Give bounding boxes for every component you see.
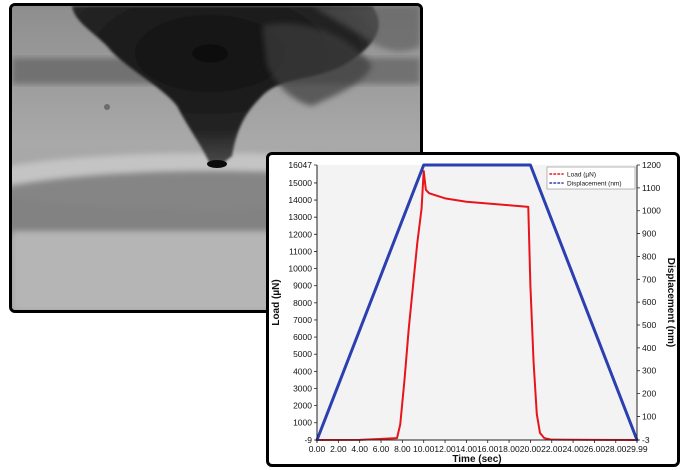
plot-area bbox=[317, 165, 637, 440]
y-right-tick-label: 400 bbox=[642, 343, 656, 353]
y-left-tick-label: 4000 bbox=[293, 366, 312, 376]
y-left-tick-label: 8000 bbox=[293, 298, 312, 308]
x-tick-label: 8.00 bbox=[394, 444, 411, 454]
y-right-tick-label: -3 bbox=[642, 435, 650, 445]
x-tick-label: 28.00 bbox=[605, 444, 627, 454]
x-tick-label: 22.00 bbox=[541, 444, 563, 454]
y-left-tick-label: 6000 bbox=[293, 332, 312, 342]
chart-svg: 0.00 2.00 4.00 6.00 8.00 10.00 12.00 14.00 16.00… bbox=[271, 160, 676, 464]
x-tick-label: 12.00 bbox=[434, 444, 456, 454]
y-left-tick-label: 15000 bbox=[288, 178, 312, 188]
y-right-tick-label: 700 bbox=[642, 274, 656, 284]
y-left-tick-label: 12000 bbox=[288, 229, 312, 239]
y-right-tick-label: 100 bbox=[642, 411, 656, 421]
y-right-tick-label: 200 bbox=[642, 389, 656, 399]
x-tick-label: 10.00 bbox=[413, 444, 435, 454]
chart-legend: Load (µN) Displacement (nm) bbox=[546, 166, 636, 190]
x-tick-label: 26.00 bbox=[584, 444, 606, 454]
y-axis-right-label: Displacement (nm) bbox=[665, 258, 676, 347]
y-right-tick-label: 1000 bbox=[642, 206, 661, 216]
x-tick-label: 24.00 bbox=[562, 444, 584, 454]
y-left-tick-label: 14000 bbox=[288, 195, 312, 205]
load-displacement-chart: 0.00 2.00 4.00 6.00 8.00 10.00 12.00 14.00 16.00… bbox=[266, 152, 680, 467]
legend-label-load: Load (µN) bbox=[567, 171, 596, 178]
x-axis-label: Time (sec) bbox=[452, 454, 501, 464]
x-tick-label: 14.00 bbox=[456, 444, 478, 454]
y-right-tick-label: 800 bbox=[642, 251, 656, 261]
x-tick-label: 16.00 bbox=[477, 444, 499, 454]
x-tick-label: 4.00 bbox=[351, 444, 368, 454]
x-tick-label: 2.00 bbox=[330, 444, 347, 454]
y-axis-left-label: Load (µN) bbox=[271, 279, 282, 325]
y-right-tick-label: 500 bbox=[642, 320, 656, 330]
y-left-tick-label: 16047 bbox=[288, 160, 312, 170]
y-left-tick-label: 5000 bbox=[293, 349, 312, 359]
x-tick-label: 6.00 bbox=[373, 444, 390, 454]
y-right-tick-label: 300 bbox=[642, 366, 656, 376]
legend-label-displacement: Displacement (nm) bbox=[567, 180, 622, 187]
y-left-tick-label: 2000 bbox=[293, 401, 312, 411]
y-left-tick-label: 1000 bbox=[293, 418, 312, 428]
x-tick-label: 20.00 bbox=[520, 444, 542, 454]
y-left-tick-label: 7000 bbox=[293, 315, 312, 325]
y-left-tick-label: 11000 bbox=[289, 246, 312, 256]
series-line-load bbox=[316, 169, 638, 441]
series-line-displacement bbox=[315, 163, 639, 442]
y-right-tick-label: 1200 bbox=[642, 160, 661, 170]
y-left-tick-label: 10000 bbox=[288, 264, 312, 274]
y-left-tick-label: -9 bbox=[304, 435, 312, 445]
y-left-tick-label: 13000 bbox=[288, 212, 312, 222]
y-left-tick-label: 3000 bbox=[293, 383, 312, 393]
y-right-tick-label: 600 bbox=[642, 297, 656, 307]
y-left-tick-label: 9000 bbox=[293, 281, 312, 291]
x-tick-label: 0.00 bbox=[309, 444, 326, 454]
y-right-tick-label: 1100 bbox=[642, 183, 661, 193]
y-right-tick-label: 900 bbox=[642, 229, 656, 239]
x-tick-label: 29.99 bbox=[626, 444, 648, 454]
x-tick-label: 18.00 bbox=[498, 444, 520, 454]
